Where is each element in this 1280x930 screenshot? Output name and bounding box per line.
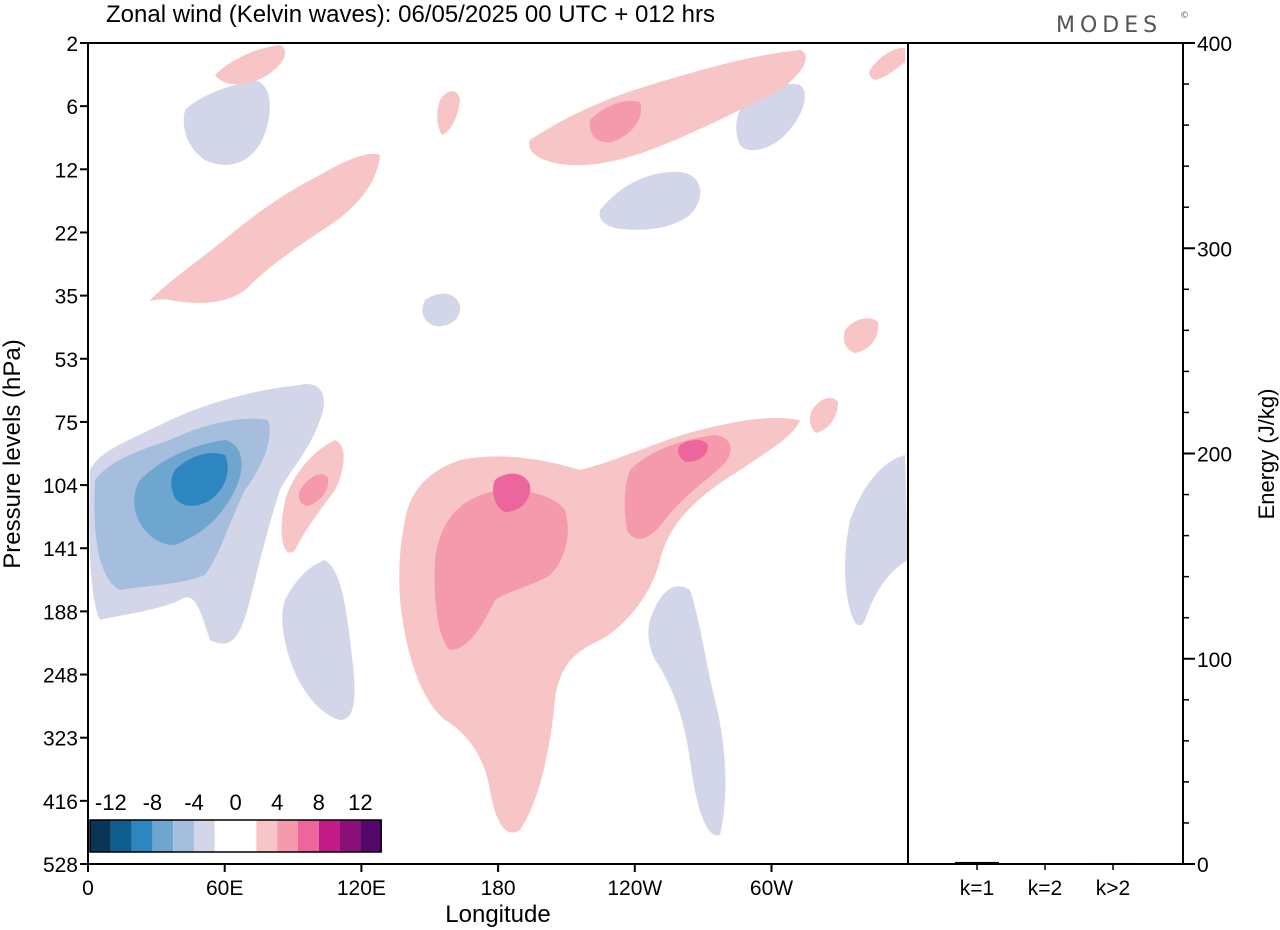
energy-tick-label: 200 [1197, 444, 1232, 467]
x-axis-label: Longitude [445, 901, 550, 928]
colorbar-label: -4 [184, 790, 204, 815]
energy-tick-label: 100 [1197, 649, 1232, 672]
contour-field [89, 45, 908, 836]
colorbar-label: 4 [271, 790, 283, 815]
energy-bar [1023, 863, 1067, 865]
energy-axis-label: Energy (J/kg) [1254, 389, 1279, 520]
colorbar-swatch [194, 820, 215, 852]
contour-neg-far-right [845, 455, 908, 626]
y-axis-label: Pressure levels (hPa) [0, 339, 26, 568]
colorbar-swatch [298, 820, 319, 852]
pressure-axis: 2 6 12 22 35 53 75 104 141 188 248 323 416 528 [43, 33, 88, 877]
energy-bar [1091, 862, 1135, 864]
y-tick-label: 53 [55, 349, 78, 372]
contour-pos-far-right-a [843, 318, 879, 353]
colorbar-swatch [235, 820, 257, 852]
energy-bars: k=1 k=2 k>2 [955, 861, 1135, 900]
energy-cat-label: k=1 [960, 877, 994, 900]
colorbar-swatch [90, 820, 111, 852]
energy-bar [955, 861, 999, 864]
colorbar-label: 12 [348, 790, 372, 815]
x-tick-label: 120E [337, 877, 386, 900]
colorbar-swatch [214, 820, 236, 852]
colorbar-swatch [339, 820, 361, 852]
y-tick-label: 141 [43, 538, 78, 561]
y-tick-label: 104 [43, 475, 78, 498]
colorbar-swatch [256, 820, 278, 852]
y-tick-label: 75 [55, 412, 78, 435]
y-tick-label: 22 [55, 222, 78, 245]
colorbar-swatch [360, 820, 382, 852]
colorbar-swatch [131, 820, 153, 852]
colorbar-swatch [152, 820, 174, 852]
y-tick-label: 6 [66, 96, 78, 119]
contour-pos-mid-center [434, 490, 568, 650]
colorbar-label: -12 [95, 790, 127, 815]
x-tick-label: 0 [82, 877, 94, 900]
x-tick-label: 180 [481, 877, 516, 900]
contour-pos-core-right [678, 439, 708, 462]
y-tick-label: 35 [55, 286, 78, 309]
contour-neg-upper-d [422, 293, 461, 327]
y-tick-label: 188 [43, 601, 78, 624]
energy-axis: 0 100 200 300 400 [1183, 33, 1232, 877]
colorbar-swatch [318, 820, 340, 852]
y-tick-label: 12 [55, 159, 78, 182]
colorbar-frame [89, 819, 382, 853]
brand-mark: © [1180, 11, 1189, 21]
contour-pos-upper-band [150, 153, 380, 303]
contour-pos-top-a [215, 45, 286, 85]
longitude-axis: 0 60E 120E 180 120W 60W [82, 864, 793, 900]
colorbar-swatch [277, 820, 298, 852]
y-tick-label: 323 [43, 728, 78, 751]
energy-cat-label: k=2 [1028, 877, 1062, 900]
contour-pos-left-lower-core [298, 474, 329, 506]
colorbar-swatch [173, 820, 194, 852]
y-tick-label: 2 [66, 33, 78, 56]
y-tick-label: 248 [43, 665, 78, 688]
contour-neg-blob-mid [282, 560, 355, 720]
x-tick-label: 60E [206, 877, 243, 900]
colorbar-label: 8 [313, 790, 325, 815]
brand-logo: MODES [1056, 13, 1162, 38]
colorbar-swatch [110, 820, 132, 852]
chart-title: Zonal wind (Kelvin waves): 06/05/2025 00… [106, 1, 715, 28]
y-tick-label: 416 [43, 791, 78, 814]
colorbar-label: -8 [143, 790, 163, 815]
contour-neg-upper-a [183, 80, 270, 165]
contour-pos-mid-right [624, 435, 731, 539]
x-tick-label: 60W [750, 877, 793, 900]
colorbar-legend: -12 -8 -4 0 4 8 12 [89, 790, 382, 853]
contour-neg-upper-b [599, 171, 701, 230]
energy-tick-label: 0 [1197, 854, 1209, 877]
energy-tick-label: 300 [1197, 238, 1232, 261]
x-tick-label: 120W [607, 877, 662, 900]
colorbar-label: 0 [229, 790, 241, 815]
contour-neg-core-left [171, 453, 228, 506]
energy-tick-label: 400 [1197, 33, 1232, 56]
contour-pos-top-c [869, 47, 905, 80]
energy-cat-label: k>2 [1096, 877, 1130, 900]
energy-plot-frame [907, 42, 1184, 865]
contour-neg-right-lower [648, 586, 726, 836]
contour-pos-upper-right-core [589, 100, 642, 143]
contour-pos-far-right-b [809, 397, 838, 433]
contour-pos-core-center [493, 473, 531, 512]
contour-pos-top-b [437, 91, 460, 135]
y-tick-label: 528 [43, 854, 78, 877]
